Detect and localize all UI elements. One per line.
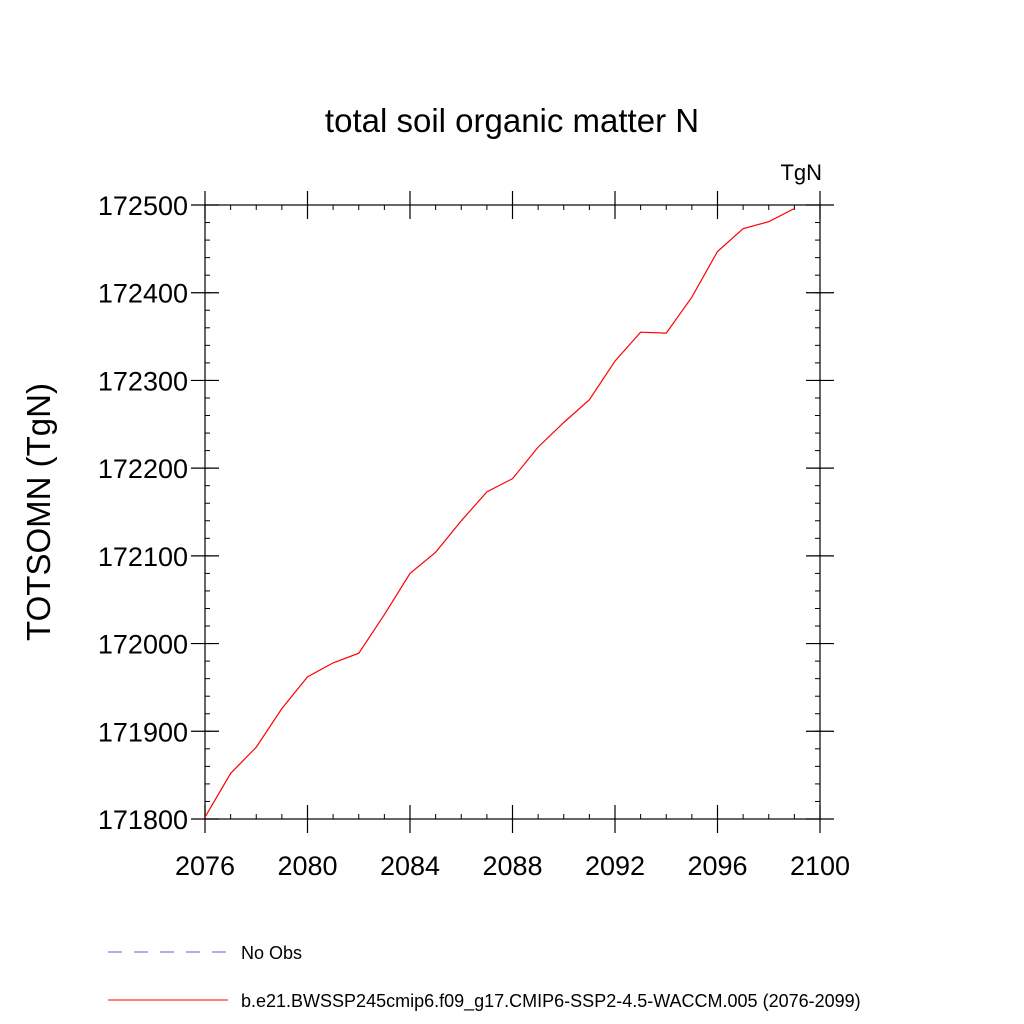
- plot-area: [204, 207, 795, 818]
- x-tick-label: 2092: [585, 851, 645, 881]
- y-tick-label: 172400: [98, 279, 188, 309]
- x-tick-label: 2088: [482, 851, 542, 881]
- legend-label: b.e21.BWSSP245cmip6.f09_g17.CMIP6-SSP2-4…: [241, 991, 861, 1012]
- x-tick-label: 2076: [175, 851, 235, 881]
- y-tick-label: 172200: [98, 454, 188, 484]
- y-axis-label: TOTSOMN (TgN): [20, 383, 57, 641]
- series-line: [204, 207, 795, 818]
- plot-frame: [204, 204, 821, 820]
- y-tick-label: 172000: [98, 630, 188, 660]
- y-tick-label: 172100: [98, 542, 188, 572]
- legend: No Obs b.e21.BWSSP245cmip6.f09_g17.CMIP6-…: [108, 943, 861, 1012]
- units-label: TgN: [780, 160, 822, 185]
- y-tick-label: 172500: [98, 191, 188, 221]
- x-tick-label: 2096: [687, 851, 747, 881]
- y-tick-label: 171800: [98, 805, 188, 835]
- axes: 2076 2080 2084 2088 2092 2096 2100 171800 171900…: [98, 191, 850, 881]
- x-tick-label: 2100: [790, 851, 850, 881]
- chart-title: total soil organic matter N: [325, 102, 699, 139]
- x-tick-label: 2084: [380, 851, 440, 881]
- legend-label: No Obs: [241, 943, 302, 963]
- x-tick-label: 2080: [277, 851, 337, 881]
- y-tick-label: 171900: [98, 717, 188, 747]
- y-tick-label: 172300: [98, 366, 188, 396]
